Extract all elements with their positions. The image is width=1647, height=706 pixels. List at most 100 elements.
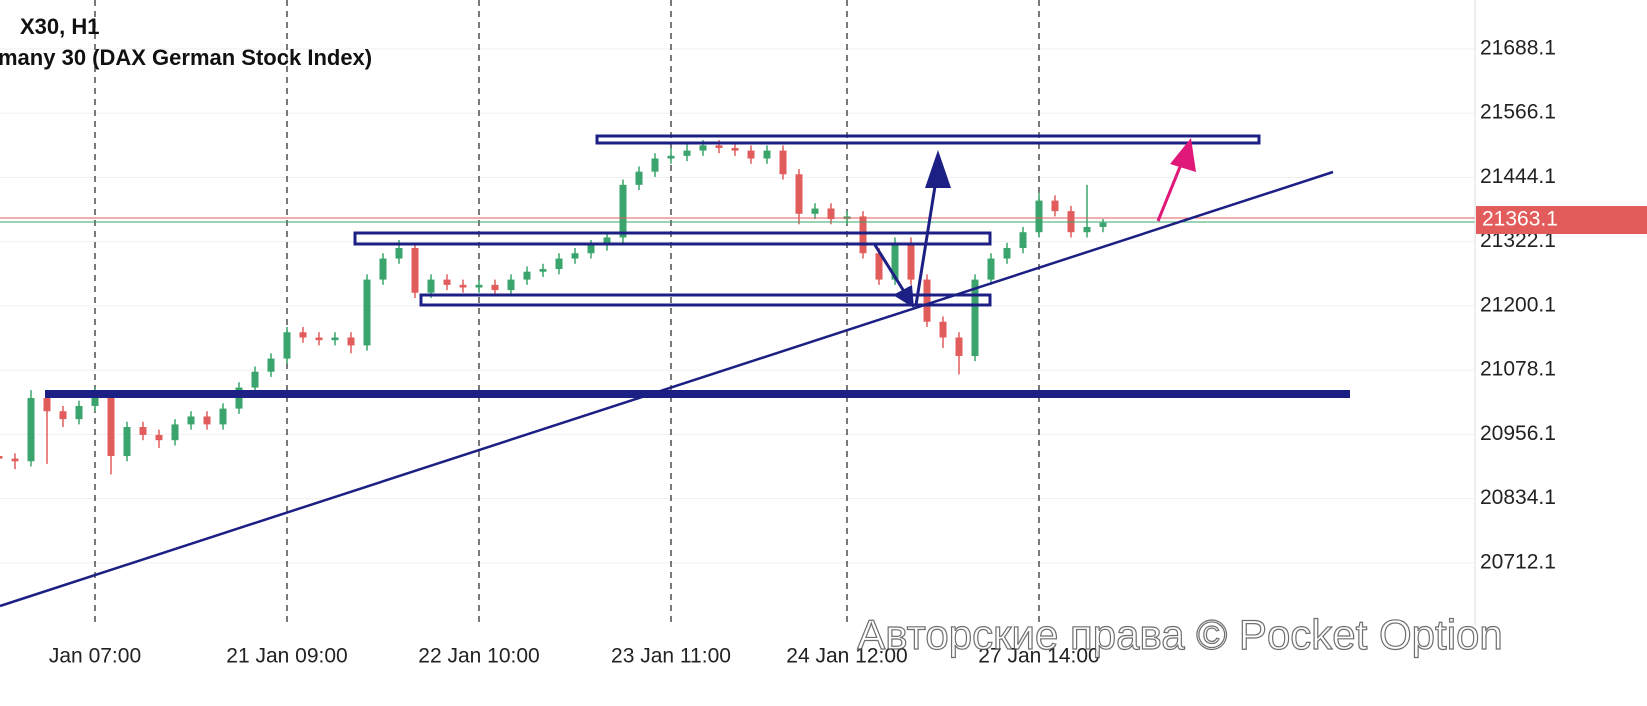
candle-body [795, 174, 803, 214]
x-tick-label: Jan 07:00 [49, 645, 141, 668]
candle-body [1099, 222, 1107, 227]
candle-body [11, 458, 19, 462]
candle-body [0, 455, 3, 459]
candle-body [475, 284, 483, 288]
candle-body [363, 279, 371, 346]
candle-body [427, 279, 435, 293]
trend-line [0, 170, 1334, 608]
y-tick-label: 20956.1 [1480, 422, 1556, 445]
candle-body [939, 321, 947, 338]
axes: 21688.1 21566.1 21444.1 21322.1 21200.1 21078… [49, 36, 1647, 668]
candle-body [1019, 232, 1027, 248]
candle-body [507, 279, 515, 291]
candle-body [603, 237, 611, 246]
candle-body [683, 150, 691, 156]
price-axis [1475, 0, 1647, 706]
candle-body [299, 332, 307, 338]
candle-body [875, 253, 883, 280]
y-tick-label: 21078.1 [1480, 358, 1556, 381]
candle-body [75, 405, 83, 420]
candle-body [1051, 200, 1059, 212]
candle-body [971, 279, 979, 356]
x-tick-label: 27 Jan 14:00 [978, 645, 1099, 668]
candle-body [251, 371, 259, 388]
candle-body [699, 145, 707, 151]
candle-body [571, 253, 579, 259]
zone-box [353, 231, 992, 246]
candle-body [187, 416, 195, 425]
price-badge [1476, 206, 1647, 235]
candle-body [827, 208, 835, 220]
candle-body [459, 284, 467, 288]
candle-body [315, 337, 323, 341]
candle-body [395, 247, 403, 259]
candle-body [779, 150, 787, 175]
x-tick-label: 23 Jan 11:00 [611, 645, 731, 668]
x-tick-label: 22 Jan 10:00 [418, 645, 539, 668]
candle-body [331, 337, 339, 341]
candle-body [59, 411, 67, 420]
price-label: 21363.1 [1482, 208, 1558, 231]
candle-body [619, 184, 627, 238]
time-axis [0, 625, 1475, 706]
arrow-head [925, 150, 951, 188]
candle-body [107, 395, 115, 456]
y-tick-label: 20834.1 [1480, 486, 1556, 509]
candle-body [859, 216, 867, 254]
candle-body [763, 150, 771, 159]
candle-body [747, 150, 755, 159]
candle-body [811, 208, 819, 214]
candle-body [283, 332, 291, 359]
zone-box [419, 293, 992, 307]
arrow [873, 244, 907, 294]
candle-body [491, 284, 499, 291]
x-tick-label: 21 Jan 09:00 [226, 645, 347, 668]
candle-body [523, 271, 531, 280]
candle-body [635, 171, 643, 185]
candle-body [1003, 247, 1011, 259]
drawings [0, 134, 1350, 608]
candle-body [267, 358, 275, 372]
candle-body [347, 337, 355, 346]
y-tick-label: 21200.1 [1480, 293, 1556, 316]
candle-body [1083, 226, 1091, 233]
arrow-head [1170, 138, 1196, 172]
candle-body [923, 279, 931, 322]
candle-body [731, 147, 739, 151]
arrow [914, 179, 938, 306]
candle-body [203, 416, 211, 425]
candle-body [555, 258, 563, 270]
arrow [1156, 161, 1184, 222]
arrow-head [893, 285, 914, 308]
x-tick-label: 24 Jan 12:00 [786, 645, 907, 668]
candles [0, 140, 1475, 475]
y-tick-label: 21688.1 [1480, 36, 1556, 59]
y-tick-label: 21444.1 [1480, 165, 1556, 188]
candle-body [379, 258, 387, 280]
candle-body [443, 279, 451, 285]
candle-body [1035, 200, 1043, 233]
candle-body [171, 424, 179, 441]
candle-body [155, 434, 163, 441]
candle-body [955, 337, 963, 356]
y-tick-label: 20712.1 [1480, 550, 1556, 573]
zone-box [595, 134, 1261, 145]
candle-body [219, 408, 227, 425]
candle-body [907, 242, 915, 280]
candle-body [667, 155, 675, 159]
candle-body [91, 395, 99, 406]
y-tick-label: 21566.1 [1480, 101, 1556, 124]
candle-body [139, 427, 147, 435]
candle-body [715, 145, 723, 148]
candle-body [651, 158, 659, 172]
candle-body [987, 258, 995, 280]
candle-body [123, 427, 131, 456]
watermark: Авторские права © Pocket Option [857, 611, 1503, 658]
candle-body [235, 387, 243, 409]
candle-body [43, 398, 51, 412]
candle-body [587, 245, 595, 254]
candle-body [411, 247, 419, 293]
candle-body [891, 242, 899, 280]
y-tick-label: 21322.1 [1480, 229, 1556, 252]
